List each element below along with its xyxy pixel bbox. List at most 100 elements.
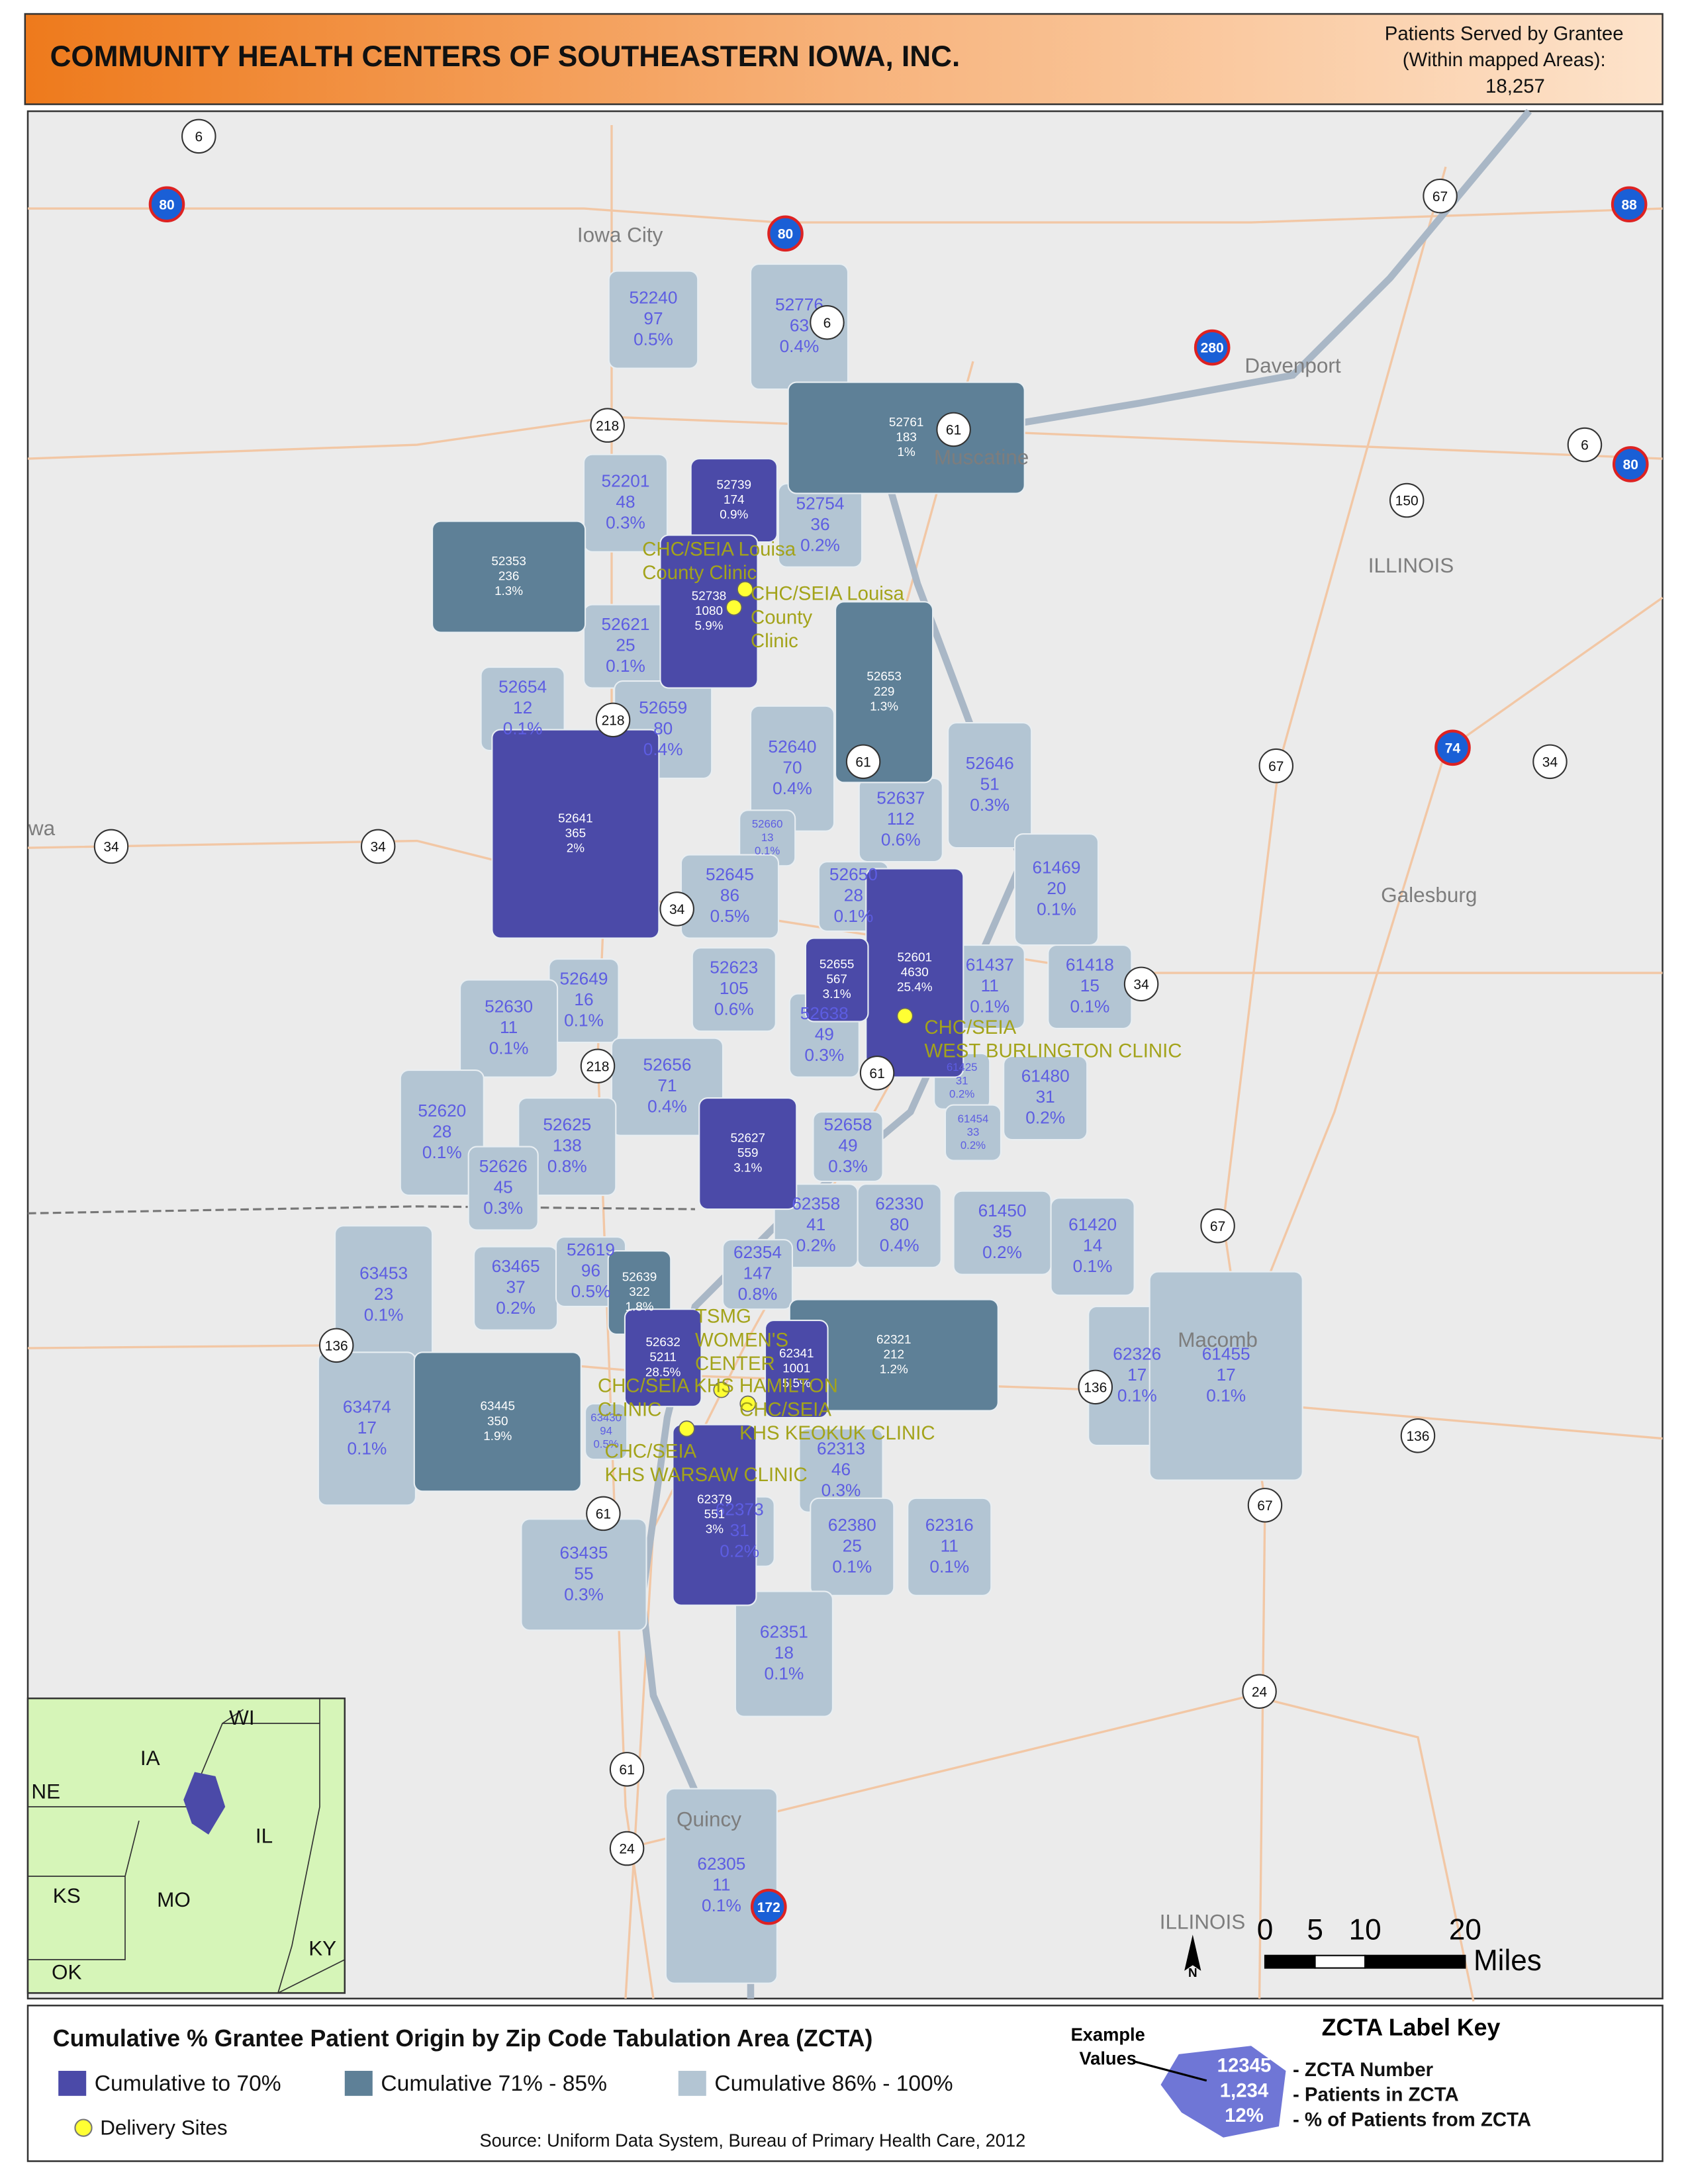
zcta-patients: 11 [712,1875,730,1895]
zcta-areas [317,263,1303,1984]
zcta-percent: 0.1% [929,1557,969,1576]
zcta-percent: 0.2% [720,1541,759,1561]
zcta-percent: 0.4% [773,778,812,798]
legend-label: Cumulative to 70% [95,2071,281,2096]
route-number: 136 [1084,1380,1107,1395]
scale-segment [1264,1954,1316,1969]
route-number: 34 [1133,977,1149,992]
interstate-shield [1434,729,1471,766]
zcta-zcta: 63465 [492,1256,540,1276]
state-label: NE [31,1779,60,1803]
route-shield [318,1328,354,1363]
route-shield [1200,1208,1235,1244]
delivery-site [713,1381,730,1398]
header-title: COMMUNITY HEALTH CENTERS OF SOUTHEASTERN… [50,40,961,73]
zcta-zcta: 61418 [1066,954,1114,974]
zcta-area [907,1497,992,1596]
interstate-shield [1611,186,1648,223]
place-label: Quincy [677,1807,741,1831]
place-label: wa [28,816,56,840]
zcta-zcta: 52619 [567,1240,615,1259]
zcta-percent: 0.1% [489,1038,529,1058]
zcta-zcta: 62358 [792,1194,840,1214]
route-number: 80 [1623,457,1638,473]
zcta-zcta: 52201 [602,471,650,491]
zcta-zcta: 52739 [717,478,752,492]
sites-label: Delivery Sites [100,2116,227,2140]
zcta-patients: 80 [890,1214,909,1234]
zcta-patients: 350 [487,1414,508,1428]
zcta-zcta: 63435 [560,1543,608,1563]
site-label: CHC/SEIA [739,1398,831,1420]
zcta-zcta: 52655 [820,958,855,972]
zcta-area [734,1590,833,1717]
zcta-zcta: 61454 [958,1113,989,1125]
zcta-patients: 80 [653,718,673,738]
zcta-patients: 112 [887,809,915,829]
route-number: 67 [1268,759,1284,774]
zcta-zcta: 62351 [760,1621,808,1641]
route-shield [590,408,625,443]
zcta-patients: 5211 [649,1351,677,1365]
zcta-patients: 365 [565,827,586,841]
state-border [222,1698,346,1994]
site-label: WOMEN'S [695,1329,788,1351]
zcta-zcta: 61469 [1033,857,1081,877]
zcta-patients: 35 [992,1222,1011,1242]
zcta-percent: 0.3% [970,795,1009,815]
route-shield [1247,1488,1283,1523]
zcta-percent: 0.1% [1070,996,1109,1016]
zcta-patients: 322 [629,1285,650,1299]
zcta-patients: 31 [1036,1087,1055,1107]
zcta-zcta: 62380 [828,1515,876,1535]
zcta-area [659,534,759,689]
zcta-area [1003,1055,1088,1141]
site-label: KHS WARSAW CLINIC [604,1464,807,1486]
zcta-percent: 0.2% [949,1087,974,1100]
zcta-percent: 0.1% [347,1438,387,1458]
zcta-area [624,1308,702,1408]
zcta-zcta: 52645 [706,864,754,884]
zcta-zcta: 52640 [769,737,817,756]
zcta-area [583,453,669,553]
site-label: TSMG [695,1306,751,1328]
route-shield [810,304,845,340]
zcta-zcta: 62313 [817,1438,865,1458]
example-value: 1,234 [1220,2079,1269,2101]
zcta-patients: 17 [357,1418,377,1437]
zcta-patients: 236 [498,570,520,584]
route-number: 6 [823,316,831,331]
zcta-zcta: 62373 [716,1500,764,1520]
zcta-zcta: 63453 [359,1263,408,1283]
zcta-patients: 147 [743,1263,773,1283]
route-number: 136 [1406,1429,1429,1444]
route-number: 67 [1210,1219,1225,1234]
site-label: WEST BURLINGTON CLINIC [924,1040,1182,1062]
zcta-zcta: 52641 [558,811,593,825]
route-number: 80 [778,226,793,242]
site-symbol [74,2118,93,2137]
zcta-zcta: 52659 [639,698,687,717]
patients-label: Patients Served by Grantee [1385,23,1624,44]
zcta-patients: 94 [600,1424,612,1437]
route-number: 24 [1252,1684,1268,1700]
zcta-patients: 48 [616,492,635,512]
legend-title: Cumulative % Grantee Patient Origin by Z… [53,2025,873,2052]
zcta-zcta: 52601 [898,950,933,964]
zcta-patients: 14 [1083,1236,1102,1255]
scale-tick: 20 [1449,1914,1481,1946]
zcta-percent: 0.1% [564,1010,604,1030]
route-number: 280 [1201,341,1224,356]
zcta-patients: 11 [500,1017,518,1037]
zcta-zcta: 52660 [752,818,783,831]
route-number: 136 [325,1338,348,1353]
zcta-percent: 3.1% [823,987,851,1001]
zcta-percent: 0.9% [720,508,748,522]
zcta-patients: 25 [616,635,635,655]
zcta-percent: 5.9% [694,619,723,633]
route-number: 61 [946,423,961,438]
site-label: CHC/SEIA KHS HAMILTON [598,1375,838,1397]
legend-label: Cumulative 71% - 85% [381,2071,607,2096]
site-label: CHC/SEIA Louisa [751,583,905,605]
